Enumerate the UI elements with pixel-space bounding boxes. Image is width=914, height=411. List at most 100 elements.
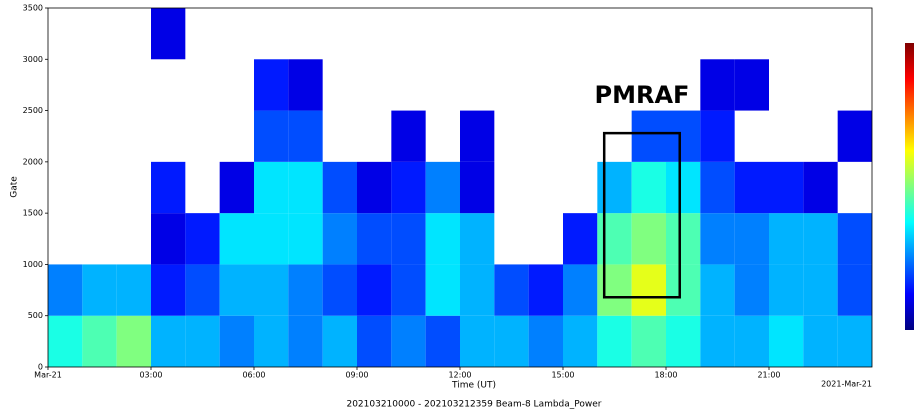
heatmap-cell xyxy=(288,264,323,316)
heatmap-cell xyxy=(494,315,529,367)
heatmap-cell xyxy=(700,110,735,162)
y-tick-label: 1500 xyxy=(23,209,43,218)
heatmap-cell xyxy=(425,315,460,367)
x-tick-label: Mar-21 xyxy=(34,371,62,380)
heatmap-cell xyxy=(151,315,186,367)
heatmap-cell xyxy=(151,264,186,316)
heatmap-cell xyxy=(116,264,151,316)
heatmap-cell xyxy=(219,315,254,367)
heatmap-cell xyxy=(460,315,495,367)
heatmap-cell xyxy=(460,213,495,265)
footer: 202103210000 - 202103212359 Beam-8 Lambd… xyxy=(346,400,601,410)
heatmap-cell xyxy=(288,213,323,265)
heatmap-cell xyxy=(254,161,289,214)
x-tick-label: 06:00 xyxy=(242,371,265,380)
heatmap-cell xyxy=(837,110,872,162)
heatmap-cell xyxy=(563,213,598,265)
heatmap-cell xyxy=(254,59,289,111)
heatmap-cell xyxy=(460,110,495,162)
heatmap-cell xyxy=(837,315,872,367)
heatmap-cell xyxy=(803,161,838,214)
heatmap-cell xyxy=(254,315,289,367)
heatmap-cell xyxy=(425,264,460,316)
heatmap-cell xyxy=(734,59,769,111)
y-tick-label: 1000 xyxy=(23,260,43,269)
heatmap-cell xyxy=(82,315,117,367)
heatmap-cell xyxy=(185,264,220,316)
x-axis-label: Time (UT) xyxy=(451,381,496,391)
heatmap-cell xyxy=(631,315,666,367)
heatmap-cell xyxy=(151,8,186,60)
heatmap-cell xyxy=(322,264,357,316)
heatmap-cell xyxy=(528,264,563,316)
heatmap-cell xyxy=(82,264,117,316)
annotation-text: PMRAF xyxy=(595,81,690,109)
heatmap-cell xyxy=(769,315,804,367)
heatmap-cell xyxy=(769,264,804,316)
heatmap-cell xyxy=(769,213,804,265)
heatmap-cell xyxy=(391,213,426,265)
heatmap-cell xyxy=(254,264,289,316)
heatmap-cell xyxy=(494,264,529,316)
heatmap-cell xyxy=(288,110,323,162)
heatmap-cell xyxy=(357,264,392,316)
heatmap-cell xyxy=(357,315,392,367)
heatmap-cell xyxy=(563,315,598,367)
heatmap-cell xyxy=(837,264,872,316)
heatmap-cell xyxy=(769,161,804,214)
heatmap-cell xyxy=(391,315,426,367)
heatmap-cell xyxy=(322,213,357,265)
heatmap-cell xyxy=(803,315,838,367)
y-tick-label: 500 xyxy=(28,311,43,320)
heatmap-cell xyxy=(254,213,289,265)
heatmap-cell xyxy=(151,213,186,265)
heatmap-cell xyxy=(48,264,83,316)
heatmap-cell xyxy=(631,161,666,214)
x-tick-label: 21:00 xyxy=(757,371,780,380)
heatmap-cell xyxy=(116,315,151,367)
y-tick-label: 2000 xyxy=(23,157,43,166)
heatmap-cell xyxy=(460,264,495,316)
heatmap-cell xyxy=(185,213,220,265)
y-axis-label: Gate xyxy=(10,176,20,198)
x-tick-label: 15:00 xyxy=(551,371,574,380)
heatmap-cell xyxy=(700,264,735,316)
colorbar xyxy=(905,43,914,330)
x-tick-label: 18:00 xyxy=(654,371,677,380)
heatmap-cell xyxy=(666,161,701,214)
heatmap-cell xyxy=(185,315,220,367)
heatmap-cell xyxy=(700,59,735,111)
heatmap-cell xyxy=(803,213,838,265)
heatmap-cell xyxy=(631,110,666,162)
heatmap-cell xyxy=(254,110,289,162)
heatmap-cell xyxy=(631,213,666,265)
heatmap-cell xyxy=(597,213,632,265)
heatmap-cell xyxy=(597,264,632,316)
heatmap-cell xyxy=(734,161,769,214)
heatmap-cell xyxy=(219,213,254,265)
heatmap-cell xyxy=(563,264,598,316)
heatmap-cell xyxy=(322,161,357,214)
heatmap-cell xyxy=(631,264,666,316)
heatmap-cell xyxy=(666,213,701,265)
heatmap-cell xyxy=(597,161,632,214)
heatmap-cell xyxy=(288,59,323,111)
heatmap-cells xyxy=(48,8,872,367)
x-tick-label: 09:00 xyxy=(345,371,368,380)
y-tick-label: 2500 xyxy=(23,106,43,115)
heatmap-cell xyxy=(700,161,735,214)
heatmap-cell xyxy=(357,161,392,214)
heatmap-cell xyxy=(391,161,426,214)
annotation-box xyxy=(602,131,681,299)
heatmap-cell xyxy=(288,315,323,367)
heatmap-cell xyxy=(425,161,460,214)
heatmap-cell xyxy=(528,315,563,367)
heatmap-cell xyxy=(391,110,426,162)
heatmap-cell xyxy=(48,315,83,367)
heatmap-cell xyxy=(700,315,735,367)
y-tick-label: 3000 xyxy=(23,55,43,64)
heatmap-cell xyxy=(837,213,872,265)
x-tick-label: 03:00 xyxy=(139,371,162,380)
heatmap-cell xyxy=(700,213,735,265)
